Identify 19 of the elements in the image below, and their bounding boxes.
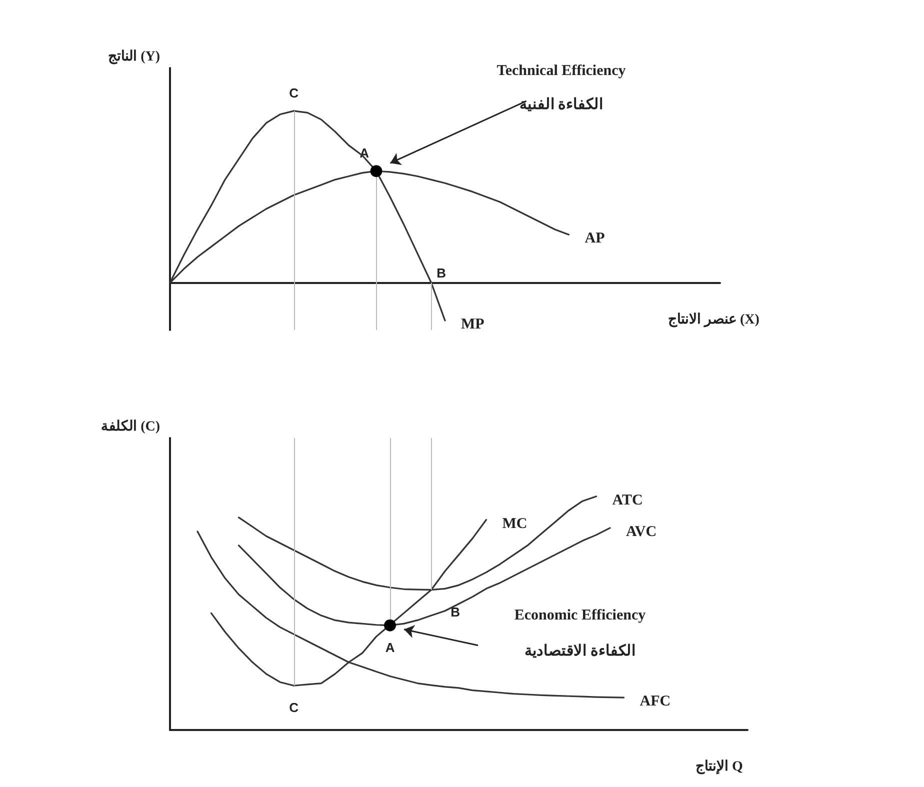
annotation: Economic Efficiency	[514, 607, 646, 624]
series-label: MP	[461, 316, 484, 333]
series-label: MC	[502, 516, 528, 532]
annotation: C	[289, 85, 300, 100]
annotation: B	[450, 604, 460, 620]
y-axis-title: الكلفة (C)	[101, 418, 160, 434]
series-label: AVC	[626, 524, 657, 540]
annotation: الكفاءة الفنية	[519, 97, 604, 114]
series-label: AFC	[640, 694, 671, 710]
text: Technical Efficiency	[496, 63, 626, 80]
series-label: ATC	[612, 492, 643, 508]
annotation: C	[289, 700, 300, 716]
x-axis-title: الإنتاج Q	[696, 760, 743, 776]
series-label: AP	[584, 230, 605, 247]
annotation: الكفاءة الاقتصادية	[524, 643, 636, 660]
x-axis-title: عنصر الانتاج (X)	[668, 312, 760, 328]
annotation: B	[436, 265, 446, 280]
y-axis-title: الناتج (Y)	[108, 50, 160, 64]
annotation: A	[385, 640, 396, 655]
